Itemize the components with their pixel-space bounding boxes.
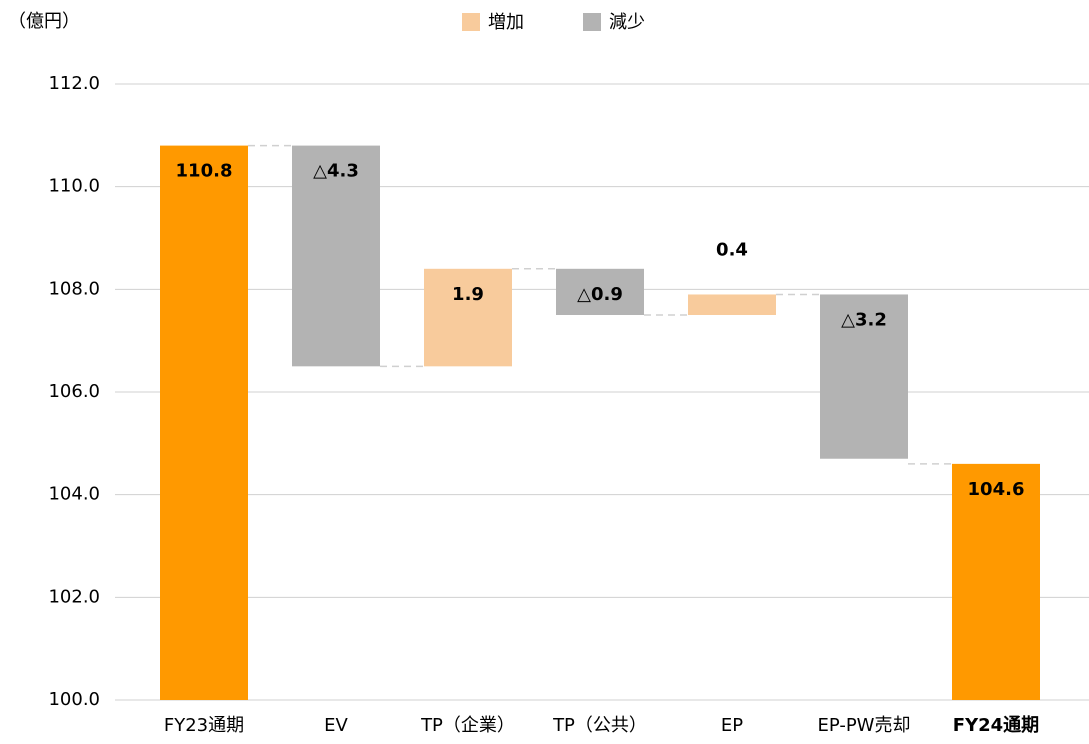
bar [952, 463, 1040, 700]
bar [424, 268, 512, 367]
y-tick-label: 110.0 [48, 176, 100, 197]
legend-swatch [583, 13, 601, 31]
x-tick-label: TP（企業） [420, 715, 515, 736]
y-tick-label: 108.0 [48, 278, 100, 299]
data-label: 0.4 [716, 239, 748, 260]
bar [292, 145, 380, 367]
legend-label: 増加 [488, 12, 524, 33]
x-tick-label: TP（公共） [552, 715, 647, 736]
y-tick-label: 100.0 [48, 689, 100, 710]
data-label: △3.2 [841, 309, 887, 330]
y-tick-label: 112.0 [48, 73, 100, 94]
y-tick-label: 102.0 [48, 586, 100, 607]
bar [556, 268, 644, 315]
x-tick-label: EP-PW売却 [818, 715, 911, 736]
y-tick-label: 104.0 [48, 484, 100, 505]
x-tick-label: FY23通期 [164, 715, 244, 736]
x-tick-label: EP [721, 715, 743, 736]
legend-swatch [462, 13, 480, 31]
data-label: 1.9 [452, 284, 484, 305]
bar [688, 294, 776, 315]
legend-label: 減少 [609, 12, 645, 33]
data-label: 104.6 [968, 479, 1025, 500]
data-label: △4.3 [313, 161, 359, 182]
y-tick-label: 106.0 [48, 381, 100, 402]
data-label: △0.9 [577, 284, 623, 305]
bar [820, 294, 908, 459]
unit-label: （億円） [8, 11, 80, 32]
x-tick-label: EV [324, 715, 348, 736]
bar [160, 145, 248, 701]
data-label: 110.8 [176, 161, 233, 182]
x-tick-label: FY24通期 [953, 715, 1039, 736]
